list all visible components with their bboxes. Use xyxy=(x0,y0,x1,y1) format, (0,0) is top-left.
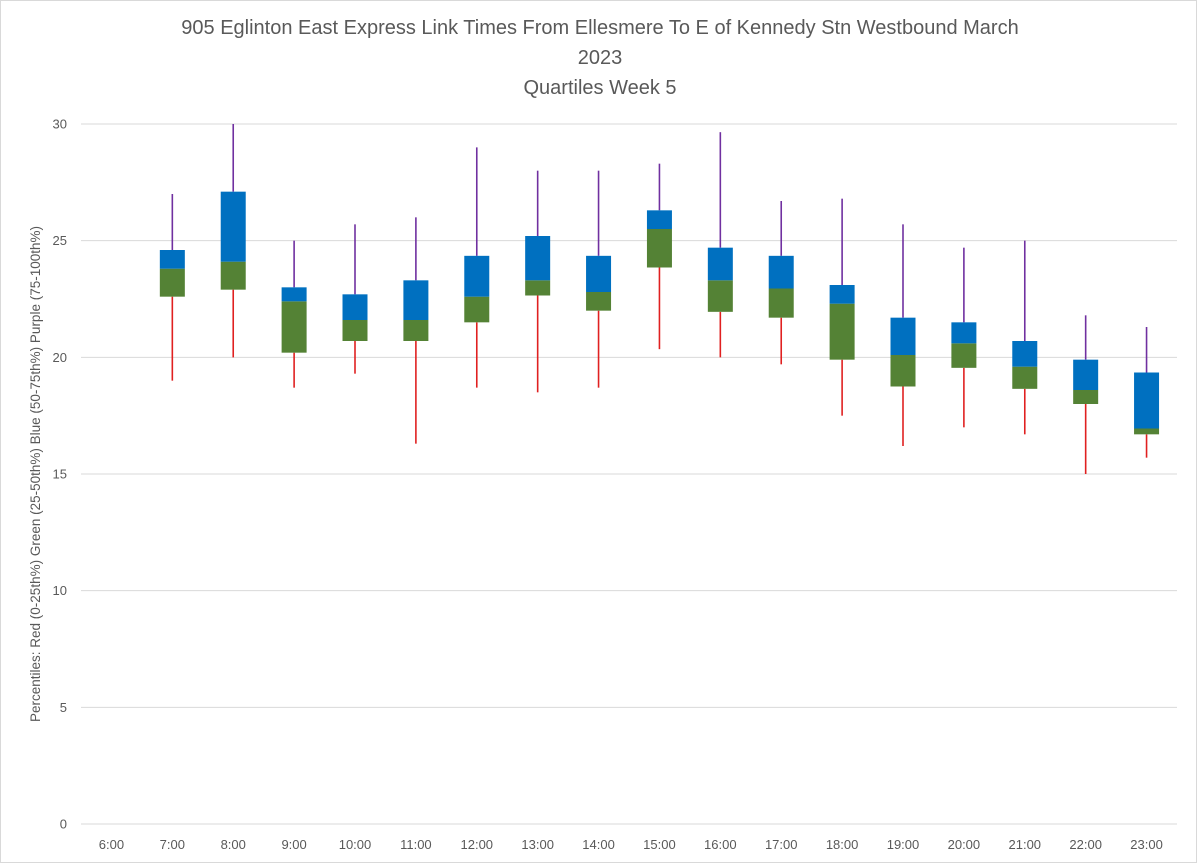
y-tick-label: 20 xyxy=(53,350,67,365)
x-tick-label: 13:00 xyxy=(521,837,554,852)
upper-box-median-q3 xyxy=(525,236,551,281)
y-tick-label: 0 xyxy=(60,817,67,832)
upper-box-median-q3 xyxy=(768,255,794,289)
lower-box-q1-median xyxy=(829,303,855,360)
lower-box-q1-median xyxy=(707,280,733,312)
lower-box-q1-median xyxy=(464,296,490,323)
x-tick-label: 23:00 xyxy=(1130,837,1163,852)
x-tick-label: 11:00 xyxy=(400,837,432,852)
y-tick-label: 5 xyxy=(60,700,67,715)
lower-box-q1-median xyxy=(525,280,551,296)
upper-box-median-q3 xyxy=(586,255,612,292)
lower-box-q1-median xyxy=(1073,390,1099,404)
x-tick-label: 17:00 xyxy=(765,837,798,852)
chart-title-line-1: 905 Eglinton East Express Link Times Fro… xyxy=(181,17,1019,39)
upper-box-median-q3 xyxy=(951,322,977,344)
y-tick-label: 10 xyxy=(53,583,67,598)
box-marks xyxy=(159,124,1160,474)
upper-box-median-q3 xyxy=(281,287,307,302)
x-tick-label: 9:00 xyxy=(281,837,306,852)
upper-box-median-q3 xyxy=(1073,359,1099,390)
lower-box-q1-median xyxy=(1012,366,1038,389)
x-tick-label: 12:00 xyxy=(461,837,494,852)
chart-title-line-2: 2023 xyxy=(577,47,623,69)
x-tick-label: 8:00 xyxy=(221,837,246,852)
y-axis-ticks: 0 5 10 15 20 25 30 xyxy=(53,117,67,832)
x-tick-label: 19:00 xyxy=(887,837,920,852)
upper-box-median-q3 xyxy=(1134,372,1160,429)
x-tick-label: 15:00 xyxy=(643,837,676,852)
y-tick-label: 15 xyxy=(53,467,67,482)
lower-box-q1-median xyxy=(951,343,977,368)
upper-box-median-q3 xyxy=(707,247,733,281)
x-tick-label: 22:00 xyxy=(1069,837,1102,852)
x-tick-label: 21:00 xyxy=(1009,837,1042,852)
lower-box-q1-median xyxy=(220,261,246,290)
lower-box-q1-median xyxy=(403,320,429,341)
x-tick-label: 6:00 xyxy=(99,837,124,852)
upper-box-median-q3 xyxy=(159,250,185,269)
lower-box-q1-median xyxy=(159,268,185,297)
upper-box-median-q3 xyxy=(646,210,672,229)
lower-box-q1-median xyxy=(646,229,672,268)
y-tick-label: 25 xyxy=(53,233,67,248)
lower-box-q1-median xyxy=(890,355,916,387)
x-tick-label: 18:00 xyxy=(826,837,859,852)
upper-box-median-q3 xyxy=(1012,341,1038,367)
x-tick-label: 10:00 xyxy=(339,837,372,852)
x-tick-label: 16:00 xyxy=(704,837,737,852)
lower-box-q1-median xyxy=(1134,428,1160,435)
lower-box-q1-median xyxy=(586,292,612,311)
upper-box-median-q3 xyxy=(829,285,855,304)
x-tick-label: 14:00 xyxy=(582,837,615,852)
x-axis-ticks: 6:00 7:00 8:00 9:00 10:00 11:00 12:00 13:00 14:0… xyxy=(99,837,1163,852)
upper-box-median-q3 xyxy=(342,294,368,320)
upper-box-median-q3 xyxy=(220,191,246,262)
lower-box-q1-median xyxy=(281,301,307,353)
x-tick-label: 20:00 xyxy=(948,837,981,852)
lower-box-q1-median xyxy=(768,288,794,318)
x-tick-label: 7:00 xyxy=(160,837,185,852)
upper-box-median-q3 xyxy=(890,317,916,355)
chart-title-line-3: Quartiles Week 5 xyxy=(523,77,677,99)
y-axis-label: Percentiles: Red (0-25th%) Green (25-50t… xyxy=(28,226,43,722)
lower-box-q1-median xyxy=(342,320,368,341)
upper-box-median-q3 xyxy=(403,280,429,320)
upper-box-median-q3 xyxy=(464,255,490,297)
y-tick-label: 30 xyxy=(53,117,67,132)
gridlines xyxy=(81,123,1177,825)
